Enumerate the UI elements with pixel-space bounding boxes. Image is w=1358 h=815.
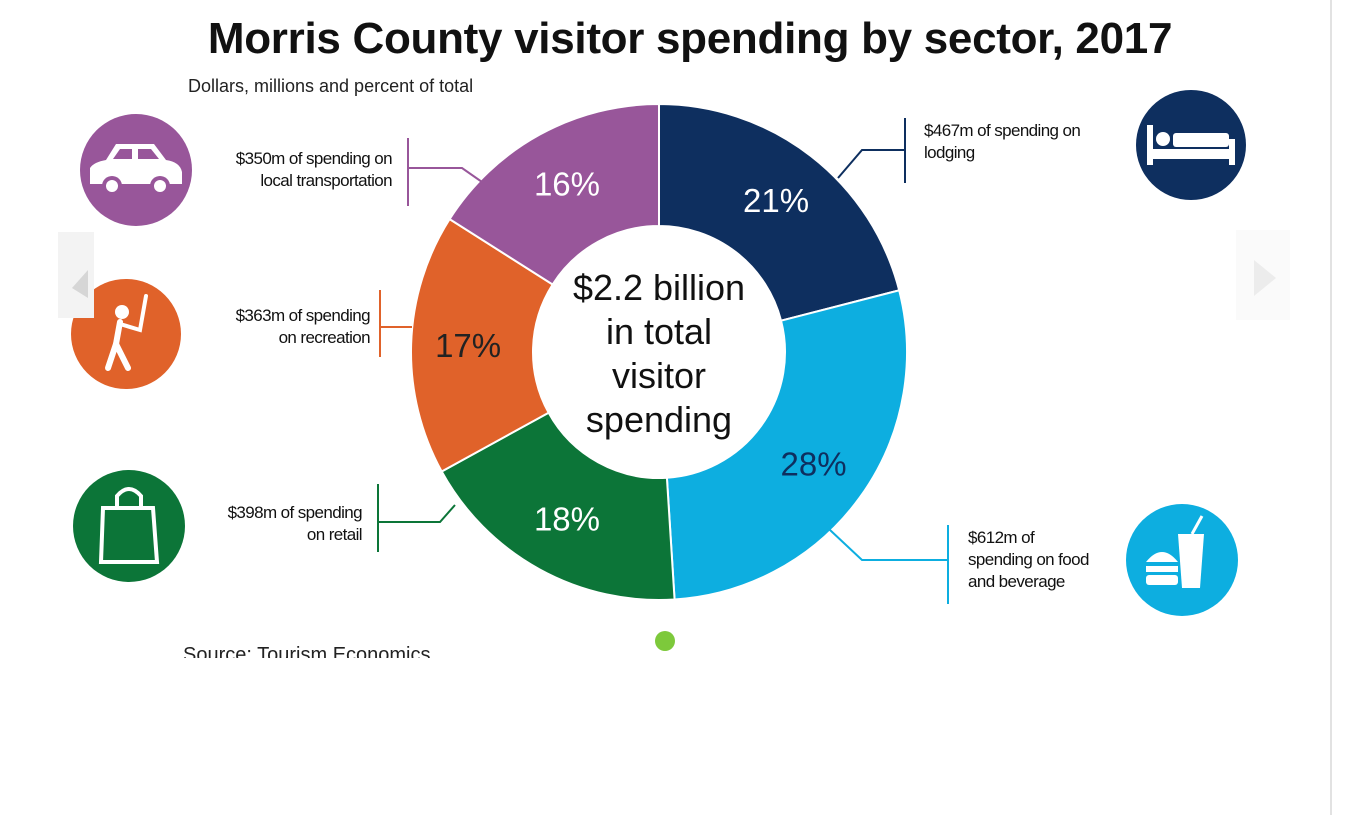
leader-line-retail [378,504,456,523]
center-label-line: visitor [612,355,706,396]
carousel-next-button[interactable] [1236,230,1290,320]
slice-percent-transport: 16% [534,166,600,203]
slice-percent-food: 28% [780,445,846,482]
slice-retail [440,411,676,601]
label-retail: $398m of spending on retail [227,503,363,544]
source-note: Source: Tourism Economics [183,644,431,658]
center-label-line: in total [606,311,712,352]
car-icon [80,114,192,226]
label-transport: $350m of spending on local transportation [235,149,393,190]
label-food-beverage: $612m of spending on food and beverage [968,528,1089,591]
slice-lodging [658,102,901,322]
slice-percent-lodging: 21% [743,182,809,219]
leader-line-lodging [837,149,905,179]
leader-line-food [829,529,948,561]
chart-title: Morris County visitor spending by sector… [207,14,1173,63]
slice-percent-recreation: 17% [435,327,501,364]
page-right-border [1330,0,1332,815]
center-label-line: spending [586,399,732,440]
golfer-icon [71,279,181,389]
slice-transport [448,102,660,286]
slice-food [665,289,908,601]
label-lodging: $467m of spending on lodging [924,121,1081,162]
shopping-bag-icon [73,470,185,582]
bed-icon [1136,90,1246,200]
carousel-indicator-dot[interactable] [655,631,675,651]
food-beverage-icon [1126,504,1238,616]
carousel-prev-button[interactable] [58,232,94,318]
leader-line-transport [408,167,483,183]
slice-recreation [410,217,554,473]
label-recreation: $363m of spending on recreation [235,306,371,347]
chart-subtitle: Dollars, millions and percent of total [188,76,474,96]
slice-percent-retail: 18% [534,500,600,537]
center-label-line: $2.2 billion [573,267,745,308]
